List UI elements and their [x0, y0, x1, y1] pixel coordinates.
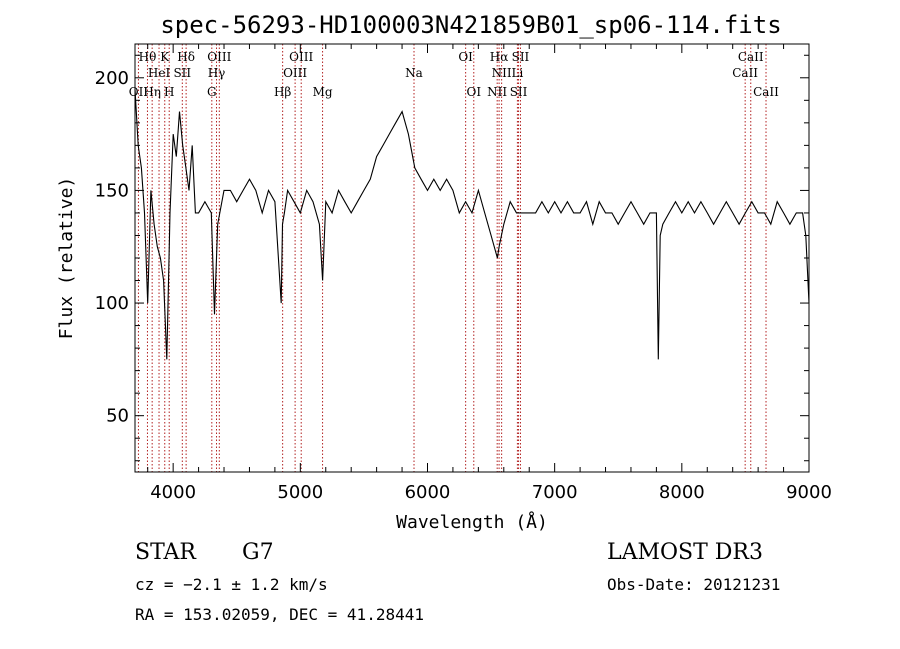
y-tick-label: 150 — [95, 180, 129, 201]
y-tick-label: 200 — [95, 68, 129, 89]
line-label: OI — [466, 85, 481, 99]
line-label: Mg — [313, 85, 333, 99]
line-label: SII — [173, 66, 191, 80]
x-tick-label: 5000 — [277, 482, 323, 503]
line-label: K — [160, 50, 170, 64]
coordinates-text: RA = 153.02059, DEC = 41.28441 — [135, 605, 424, 624]
line-label: CaII — [753, 85, 779, 99]
line-label: Hδ — [177, 50, 195, 64]
line-label: Hα — [490, 50, 509, 64]
x-axis-label: Wavelength (Å) — [396, 511, 548, 533]
line-label: NII — [492, 66, 512, 80]
line-label: HeI — [148, 66, 171, 80]
y-tick-label: 100 — [95, 293, 129, 314]
line-label: OII — [129, 85, 149, 99]
line-label: G — [207, 85, 217, 99]
x-tick-label: 7000 — [532, 482, 578, 503]
line-label: Hη — [143, 85, 161, 99]
spectral-subclass: G7 — [242, 540, 274, 565]
x-tick-label: 6000 — [405, 482, 451, 503]
line-label: CaII — [738, 50, 764, 64]
y-tick-label: 50 — [106, 406, 129, 427]
line-label: NII — [487, 85, 507, 99]
line-label: CaII — [732, 66, 758, 80]
spectrum-series — [134, 89, 810, 360]
y-axis-label: Flux (relative) — [56, 177, 77, 340]
line-label: Li — [511, 66, 523, 80]
line-markers — [137, 44, 767, 472]
y-axis-ticks: 50 100 150 200 — [95, 54, 809, 462]
line-label: H — [164, 85, 174, 99]
line-label: Hβ — [274, 85, 291, 99]
line-label: OI — [458, 50, 473, 64]
line-label: Na — [405, 66, 423, 80]
plot-frame — [134, 43, 810, 473]
line-label: OIII — [207, 50, 231, 64]
line-label: OIII — [283, 66, 307, 80]
redshift-text: cz = −2.1 ± 1.2 km/s — [135, 575, 328, 594]
line-label: Hθ — [139, 50, 157, 64]
x-tick-label: 9000 — [786, 482, 832, 503]
line-label: SII — [510, 85, 528, 99]
obs-date-text: Obs-Date: 20121231 — [607, 575, 780, 594]
object-class: STAR — [135, 540, 197, 565]
line-label: SII — [512, 50, 530, 64]
x-tick-label: 4000 — [150, 482, 196, 503]
line-label: Hγ — [208, 66, 226, 80]
line-label: OIII — [289, 50, 313, 64]
survey-label: LAMOST DR3 — [607, 540, 763, 565]
x-tick-label: 8000 — [659, 482, 705, 503]
x-axis-ticks: 4000 5000 6000 7000 8000 9000 — [147, 44, 832, 503]
chart-title: spec-56293-HD100003N421859B01_sp06-114.f… — [160, 11, 781, 39]
